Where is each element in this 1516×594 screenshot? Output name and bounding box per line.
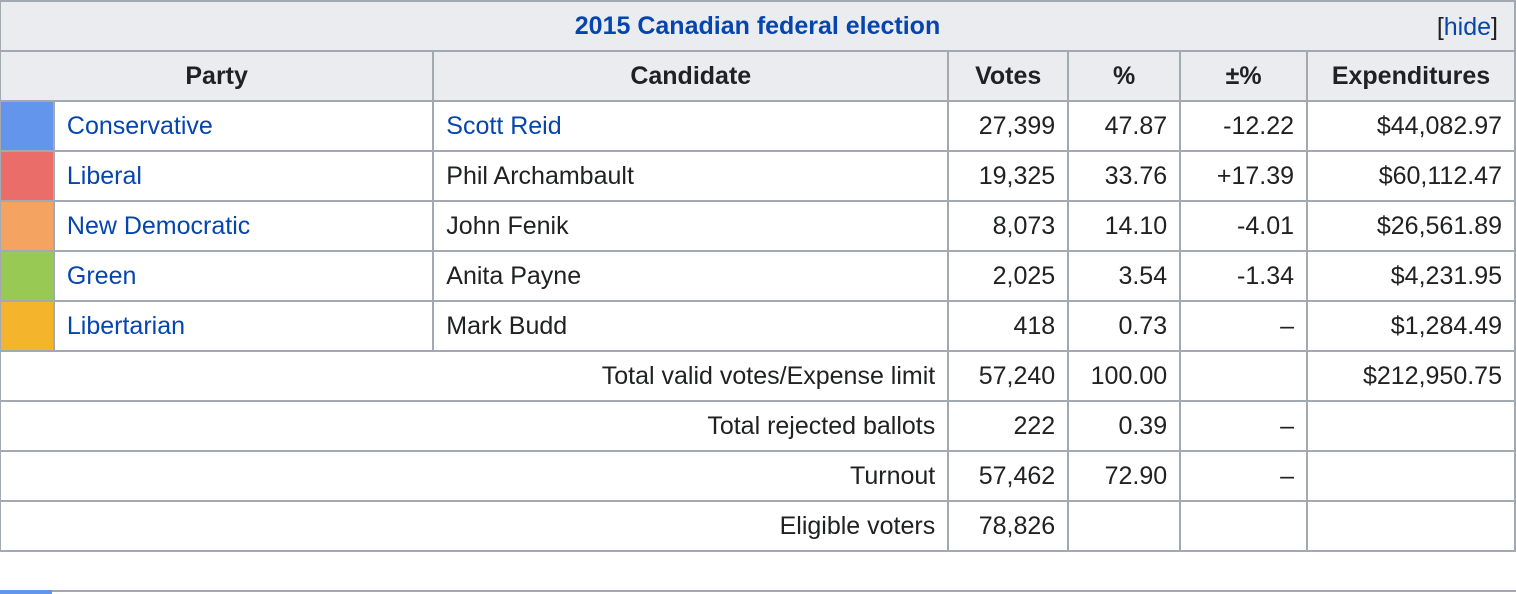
total-valid-percent: 100.00 xyxy=(1067,350,1182,402)
table-row: New Democratic John Fenik 8,073 14.10 -4.01 $… xyxy=(0,200,1516,252)
summary-row-turnout: Turnout 57,462 72.90 – xyxy=(0,450,1516,502)
candidate-name: Mark Budd xyxy=(446,311,568,340)
candidate-cell: Scott Reid xyxy=(432,100,950,152)
rejected-label: Total rejected ballots xyxy=(0,400,950,452)
party-color-swatch xyxy=(0,100,55,152)
party-cell: Conservative xyxy=(52,100,435,152)
candidate-cell: Mark Budd xyxy=(432,300,950,352)
expenditures-cell: $1,284.49 xyxy=(1306,300,1516,352)
turnout-votes: 57,462 xyxy=(947,450,1070,502)
party-link[interactable]: Libertarian xyxy=(66,311,186,340)
eligible-label: Eligible voters xyxy=(0,500,950,552)
empty-cell xyxy=(1306,500,1516,552)
header-change: ±% xyxy=(1179,50,1309,102)
party-color-swatch xyxy=(0,200,55,252)
party-rows: Conservative Scott Reid 27,399 47.87 -12.22 $… xyxy=(0,100,1516,352)
expenditures-cell: $60,112.47 xyxy=(1306,150,1516,202)
header-candidate: Candidate xyxy=(432,50,950,102)
turnout-label: Turnout xyxy=(0,450,950,502)
total-valid-label: Total valid votes/Expense limit xyxy=(0,350,950,402)
votes-cell: 27,399 xyxy=(947,100,1070,152)
summary-row-total-valid: Total valid votes/Expense limit 57,240 1… xyxy=(0,350,1516,402)
total-valid-votes: 57,240 xyxy=(947,350,1070,402)
party-cell: Green xyxy=(52,250,435,302)
change-cell: -12.22 xyxy=(1179,100,1309,152)
expenditures-cell: $26,561.89 xyxy=(1306,200,1516,252)
total-valid-expenditures: $212,950.75 xyxy=(1306,350,1516,402)
table-row: Green Anita Payne 2,025 3.54 -1.34 $4,231.95 xyxy=(0,250,1516,302)
table-caption: 2015 Canadian federal election [hide] xyxy=(0,0,1516,52)
party-link[interactable]: New Democratic xyxy=(66,211,251,240)
election-results-table: 2015 Canadian federal election [hide] Pa… xyxy=(0,0,1516,552)
turnout-change: – xyxy=(1179,450,1309,502)
rejected-percent: 0.39 xyxy=(1067,400,1182,452)
percent-cell: 14.10 xyxy=(1067,200,1182,252)
header-votes: Votes xyxy=(947,50,1070,102)
rejected-votes: 222 xyxy=(947,400,1070,452)
percent-cell: 47.87 xyxy=(1067,100,1182,152)
party-link[interactable]: Liberal xyxy=(66,161,142,190)
candidate-cell: John Fenik xyxy=(432,200,950,252)
expenditures-cell: $44,082.97 xyxy=(1306,100,1516,152)
hide-toggle[interactable]: [hide] xyxy=(1436,13,1498,41)
change-cell: +17.39 xyxy=(1179,150,1309,202)
votes-cell: 19,325 xyxy=(947,150,1070,202)
election-results-box: 2015 Canadian federal election [hide] Pa… xyxy=(0,0,1516,552)
change-cell: -4.01 xyxy=(1179,200,1309,252)
votes-cell: 2,025 xyxy=(947,250,1070,302)
percent-cell: 3.54 xyxy=(1067,250,1182,302)
party-cell: Liberal xyxy=(52,150,435,202)
party-link[interactable]: Green xyxy=(66,261,137,290)
turnout-percent: 72.90 xyxy=(1067,450,1182,502)
votes-cell: 418 xyxy=(947,300,1070,352)
summary-row-rejected: Total rejected ballots 222 0.39 – xyxy=(0,400,1516,452)
percent-cell: 0.73 xyxy=(1067,300,1182,352)
header-party: Party xyxy=(0,50,435,102)
table-title[interactable]: 2015 Canadian federal election xyxy=(574,11,941,40)
next-table-border xyxy=(52,590,1516,594)
party-link[interactable]: Conservative xyxy=(66,111,213,140)
candidate-cell: Phil Archambault xyxy=(432,150,950,202)
empty-cell xyxy=(1306,400,1516,452)
table-row: Liberal Phil Archambault 19,325 33.76 +17.39… xyxy=(0,150,1516,202)
table-header-row: Party Candidate Votes % ±% Expenditures xyxy=(0,50,1516,102)
total-valid-change xyxy=(1179,350,1309,402)
party-cell: New Democratic xyxy=(52,200,435,252)
candidate-link[interactable]: Scott Reid xyxy=(446,111,562,140)
party-color-swatch xyxy=(0,250,55,302)
empty-cell xyxy=(1067,500,1182,552)
rejected-change: – xyxy=(1179,400,1309,452)
hide-link[interactable]: hide xyxy=(1443,13,1492,41)
empty-cell xyxy=(1179,500,1309,552)
candidate-cell: Anita Payne xyxy=(432,250,950,302)
candidate-name: Phil Archambault xyxy=(446,161,634,190)
party-color-swatch xyxy=(0,300,55,352)
header-expenditures: Expenditures xyxy=(1306,50,1516,102)
table-row: Libertarian Mark Budd 418 0.73– $1,284.49 xyxy=(0,300,1516,352)
summary-row-eligible: Eligible voters 78,826 xyxy=(0,500,1516,552)
next-table-edge xyxy=(0,590,1516,594)
party-color-swatch xyxy=(0,150,55,202)
header-percent: % xyxy=(1067,50,1182,102)
change-cell: – xyxy=(1179,300,1309,352)
table-row: Conservative Scott Reid 27,399 47.87 -12.22 $… xyxy=(0,100,1516,152)
empty-cell xyxy=(1306,450,1516,502)
eligible-votes: 78,826 xyxy=(947,500,1070,552)
table-title-row: 2015 Canadian federal election [hide] xyxy=(0,0,1516,52)
change-cell: -1.34 xyxy=(1179,250,1309,302)
percent-cell: 33.76 xyxy=(1067,150,1182,202)
next-table-swatch xyxy=(0,590,52,594)
party-cell: Libertarian xyxy=(52,300,435,352)
candidate-name: Anita Payne xyxy=(446,261,582,290)
votes-cell: 8,073 xyxy=(947,200,1070,252)
expenditures-cell: $4,231.95 xyxy=(1306,250,1516,302)
candidate-name: John Fenik xyxy=(446,211,569,240)
